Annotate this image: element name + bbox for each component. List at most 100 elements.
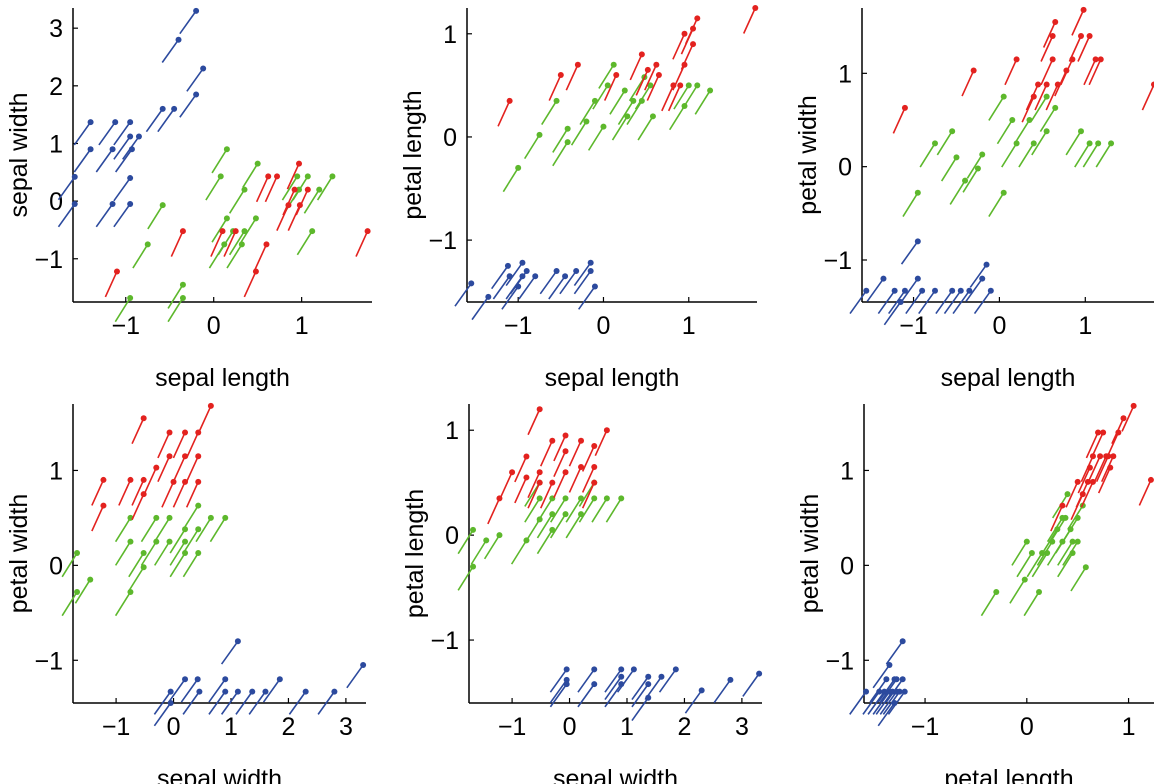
data-point-dot bbox=[672, 666, 679, 673]
data-point-setosa bbox=[73, 119, 94, 146]
data-point-tail bbox=[95, 148, 114, 173]
data-point-dot bbox=[914, 189, 921, 196]
data-point-tail bbox=[1026, 552, 1043, 578]
data-point-dot bbox=[564, 125, 571, 132]
data-point-tail bbox=[209, 517, 226, 543]
y-tick-label: 1 bbox=[49, 130, 63, 158]
data-point-dot bbox=[1095, 429, 1102, 436]
y-tick-label: 0 bbox=[840, 552, 854, 580]
data-point-dot bbox=[166, 514, 173, 521]
data-point-tail bbox=[1018, 142, 1035, 168]
data-point-dot bbox=[74, 588, 81, 595]
data-point-dot bbox=[891, 287, 898, 294]
data-point-dot bbox=[238, 241, 245, 248]
data-point-tail bbox=[95, 203, 114, 228]
data-point-tail bbox=[114, 541, 132, 566]
data-point-dot bbox=[1030, 140, 1037, 147]
data-point-dot bbox=[553, 97, 560, 104]
data-point-versicolor bbox=[457, 563, 477, 591]
data-point-virginica bbox=[1042, 19, 1059, 48]
data-point-dot bbox=[166, 538, 173, 545]
data-point-tail bbox=[905, 290, 923, 315]
data-point-dot bbox=[979, 151, 986, 158]
data-point-tail bbox=[499, 471, 513, 499]
data-point-dot bbox=[727, 676, 734, 683]
data-point-setosa bbox=[548, 273, 569, 300]
data-point-virginica bbox=[1121, 402, 1137, 432]
data-point-dot bbox=[549, 437, 556, 444]
data-point-tail bbox=[900, 278, 919, 302]
data-point-dot bbox=[241, 228, 248, 235]
data-point-tail bbox=[153, 541, 171, 566]
data-point-virginica bbox=[131, 491, 147, 520]
data-point-virginica bbox=[210, 228, 226, 257]
data-point-setosa bbox=[501, 283, 522, 310]
data-point-versicolor bbox=[296, 228, 316, 256]
x-tick-label: 3 bbox=[339, 713, 353, 741]
data-point-tail bbox=[581, 466, 595, 493]
data-point-versicolor bbox=[552, 139, 571, 167]
data-point-tail bbox=[961, 70, 975, 97]
data-point-tail bbox=[680, 43, 694, 70]
data-point-dot bbox=[532, 273, 539, 280]
data-point-dot bbox=[135, 133, 142, 140]
data-point-dot bbox=[515, 164, 522, 171]
data-point-tail bbox=[637, 115, 654, 141]
data-point-dot bbox=[563, 676, 570, 683]
data-point-tail bbox=[1095, 142, 1112, 168]
x-tick-label: 0 bbox=[597, 312, 611, 340]
data-point-tail bbox=[635, 69, 649, 96]
data-point-dot bbox=[87, 119, 94, 126]
data-point-dot bbox=[1026, 117, 1033, 123]
data-point-setosa bbox=[179, 7, 200, 35]
data-point-tail bbox=[518, 275, 536, 300]
data-point-dot bbox=[655, 72, 662, 79]
data-point-setosa bbox=[505, 273, 526, 300]
data-point-versicolor bbox=[502, 164, 522, 193]
data-point-tail bbox=[61, 591, 78, 617]
data-point-tail bbox=[1074, 142, 1091, 168]
data-point-versicolor bbox=[549, 511, 569, 539]
data-point-tail bbox=[875, 691, 894, 715]
data-point-tail bbox=[598, 64, 615, 89]
data-point-tail bbox=[1001, 142, 1018, 168]
data-point-versicolor bbox=[936, 128, 956, 156]
data-point-setosa bbox=[113, 201, 134, 228]
y-tick-label: −1 bbox=[34, 246, 63, 274]
data-point-versicolor bbox=[1031, 93, 1050, 121]
data-point-tail bbox=[952, 290, 971, 315]
data-point-setosa bbox=[900, 275, 921, 302]
data-point-versicolor bbox=[114, 514, 134, 543]
data-point-tail bbox=[208, 691, 226, 715]
data-point-dot bbox=[127, 294, 134, 301]
data-point-tail bbox=[1009, 579, 1026, 604]
data-point-dot bbox=[914, 238, 921, 245]
data-point-tail bbox=[346, 664, 364, 689]
data-point-dot bbox=[1000, 189, 1007, 196]
data-point-tail bbox=[1031, 96, 1048, 121]
data-point-tail bbox=[866, 278, 885, 302]
data-point-virginica bbox=[742, 5, 759, 34]
data-point-versicolor bbox=[205, 173, 224, 201]
y-axis-label: petal length bbox=[399, 90, 427, 219]
data-point-tail bbox=[157, 455, 171, 483]
data-point-dot bbox=[195, 453, 202, 460]
data-point-dot bbox=[182, 429, 189, 436]
data-point-dot bbox=[309, 228, 316, 235]
data-point-tail bbox=[172, 432, 186, 459]
data-point-tail bbox=[524, 518, 541, 544]
data-point-tail bbox=[549, 497, 567, 523]
data-point-tail bbox=[514, 477, 528, 504]
data-point-setosa bbox=[98, 119, 119, 146]
data-point-tail bbox=[1040, 35, 1054, 62]
data-point-tail bbox=[505, 275, 524, 300]
data-point-virginica bbox=[1138, 476, 1154, 506]
x-tick-label: −1 bbox=[102, 713, 131, 741]
data-point-versicolor bbox=[182, 550, 202, 578]
data-point-tail bbox=[157, 432, 171, 459]
data-point-tail bbox=[491, 265, 509, 290]
data-point-virginica bbox=[104, 268, 120, 298]
data-point-versicolor bbox=[114, 538, 134, 566]
data-point-tail bbox=[497, 100, 511, 127]
data-point-dot bbox=[901, 104, 908, 111]
